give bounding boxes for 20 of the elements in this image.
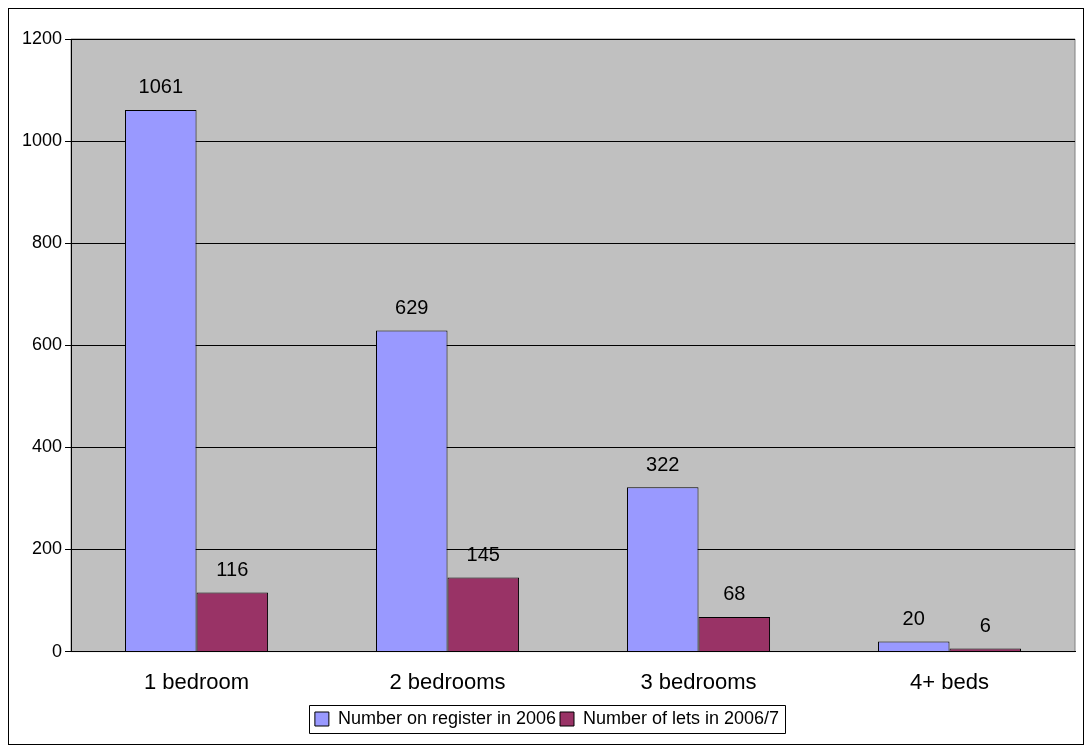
y-tick-label: 600 [32,334,63,355]
y-tick-label: 1200 [22,27,63,48]
data-label: 322 [646,452,680,475]
data-label: 6 [979,614,991,637]
y-tick-label: 0 [52,640,63,661]
legend-label: Number on register in 2006 [337,707,557,728]
data-label: 116 [216,557,249,580]
y-tick-label: 200 [32,538,63,559]
y-tick-label: 1000 [22,130,63,151]
x-tick-label: 3 bedrooms [640,668,757,694]
data-label: 629 [395,296,429,319]
data-label: 20 [902,606,925,629]
data-label: 1061 [138,75,184,98]
data-label: 68 [723,582,746,605]
x-tick-label: 2 bedrooms [389,668,506,694]
y-tick-label: 800 [32,232,63,253]
legend-label: Number of lets in 2006/7 [583,707,780,728]
x-tick-label: 1 bedroom [143,668,250,694]
x-tick-label: 4+ beds [910,668,989,694]
y-tick-label: 400 [32,436,63,457]
